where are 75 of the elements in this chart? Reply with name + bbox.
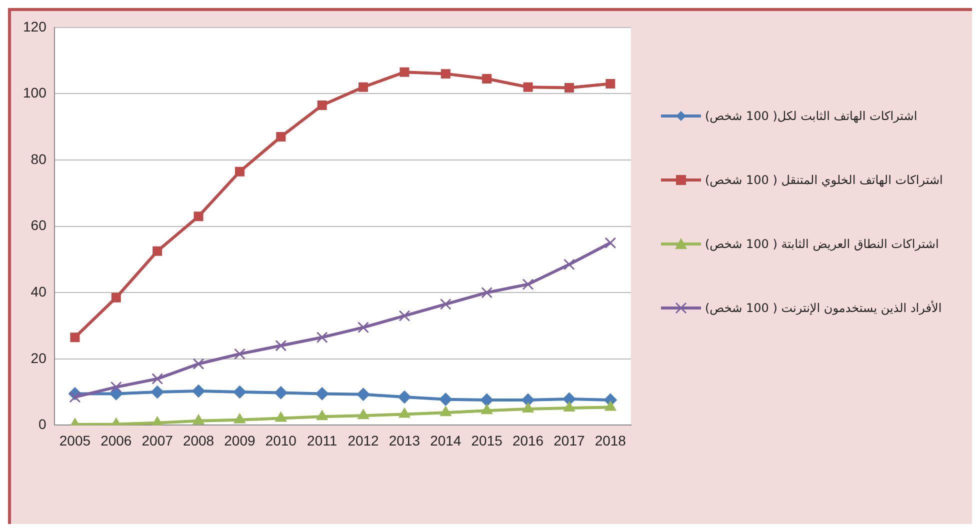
point [400, 67, 410, 77]
point [192, 358, 204, 370]
point [233, 386, 246, 399]
point [604, 400, 616, 411]
point [440, 406, 452, 416]
x-tick-label: 2008 [182, 432, 214, 448]
y-tick-label: 100 [23, 84, 47, 101]
y-tick-label: 20 [30, 350, 47, 366]
x-tick-label: 2018 [594, 432, 626, 448]
x-tick-label: 2017 [554, 432, 585, 448]
point [481, 404, 493, 414]
x-tick-label: 2006 [100, 432, 132, 448]
point [564, 258, 575, 270]
point [234, 166, 244, 176]
point [398, 408, 410, 418]
y-tick-label: 40 [30, 283, 47, 300]
x-tick-label: 2012 [348, 432, 380, 448]
point [482, 74, 492, 84]
point [564, 401, 575, 412]
y-tick-label: 0 [38, 416, 47, 432]
x-tick-label: 2015 [471, 432, 503, 448]
point [358, 82, 368, 92]
x-tick-label: 2010 [265, 432, 297, 448]
point [522, 278, 534, 290]
x-tick-label: 2009 [224, 432, 256, 448]
point [317, 100, 327, 110]
point [358, 409, 369, 420]
legend-label: الأفراد الذين يستخدمون الإنترنت ( 100 شخص) [705, 301, 942, 315]
point [275, 340, 287, 352]
x-tick-label: 2014 [430, 432, 462, 448]
point [358, 322, 369, 334]
x-tick-label: 2016 [512, 432, 544, 448]
point [234, 348, 246, 360]
point [111, 292, 121, 302]
point [275, 412, 287, 422]
point [316, 387, 329, 400]
point [110, 381, 122, 393]
point [194, 212, 204, 222]
point [522, 402, 534, 412]
point [274, 386, 288, 400]
point [110, 387, 123, 400]
legend-label: اشتراكات الهاتف الخلوي المتنقل ( 100 شخص) [705, 173, 943, 187]
point [523, 82, 533, 92]
point [398, 310, 410, 322]
point [522, 394, 535, 407]
point [234, 413, 246, 424]
point [439, 392, 452, 406]
y-tick-label: 120 [23, 18, 47, 34]
point [316, 332, 328, 344]
point [606, 79, 616, 88]
point [440, 298, 452, 310]
point [69, 391, 81, 403]
point [152, 246, 162, 256]
legend-label: اشتراكات النطاق العريض الثابتة ( 100 شخص) [705, 237, 939, 251]
point [356, 388, 370, 401]
y-tick-label: 80 [30, 150, 47, 167]
point [276, 132, 286, 142]
point [152, 373, 164, 384]
point [604, 237, 616, 249]
point [398, 390, 411, 404]
point [564, 82, 574, 92]
y-tick-label: 60 [30, 217, 47, 234]
point [192, 414, 204, 424]
x-tick-label: 2007 [142, 432, 174, 448]
point [70, 332, 80, 342]
point [316, 410, 328, 420]
point [192, 384, 206, 398]
point [480, 394, 494, 407]
x-tick-label: 2005 [59, 432, 91, 448]
point [481, 286, 493, 298]
x-tick-label: 2011 [307, 432, 338, 448]
point [150, 386, 164, 399]
x-tick-label: 2013 [388, 432, 420, 448]
point [440, 69, 450, 79]
legend-label: اشتراكات الهاتف الثابت لكل( 100 شخص) [705, 109, 918, 123]
